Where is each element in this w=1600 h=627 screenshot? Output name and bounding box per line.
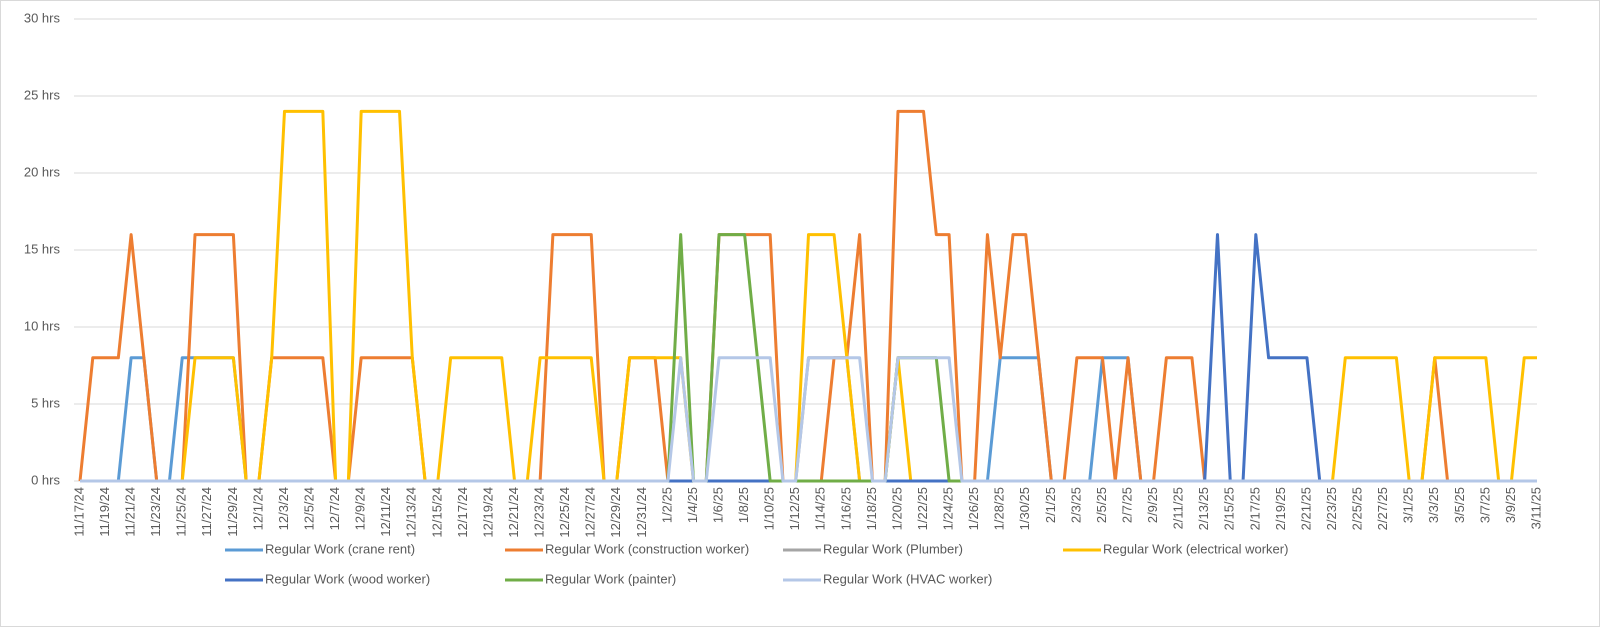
legend-label: Regular Work (wood worker) xyxy=(265,571,430,586)
x-tick-label: 2/3/25 xyxy=(1068,487,1083,523)
x-tick-label: 1/22/25 xyxy=(915,487,930,530)
x-tick-label: 2/27/25 xyxy=(1375,487,1390,530)
x-tick-label: 1/6/25 xyxy=(710,487,725,523)
y-tick-label: 30 hrs xyxy=(24,10,61,25)
x-tick-label: 2/9/25 xyxy=(1145,487,1160,523)
y-tick-label: 5 hrs xyxy=(31,395,60,410)
y-tick-label: 0 hrs xyxy=(31,472,60,487)
x-tick-label: 11/23/24 xyxy=(148,487,163,537)
x-tick-label: 1/10/25 xyxy=(762,487,777,530)
x-tick-label: 1/18/25 xyxy=(864,487,879,530)
legend-label: Regular Work (construction worker) xyxy=(545,541,749,556)
x-tick-label: 2/19/25 xyxy=(1273,487,1288,530)
x-tick-label: 2/13/25 xyxy=(1196,487,1211,530)
x-tick-label: 12/1/24 xyxy=(250,487,265,530)
x-tick-label: 12/29/24 xyxy=(608,487,623,538)
x-tick-label: 12/21/24 xyxy=(506,487,521,538)
x-tick-label: 1/24/25 xyxy=(941,487,956,530)
x-tick-label: 1/4/25 xyxy=(685,487,700,523)
x-tick-label: 12/7/24 xyxy=(327,487,342,530)
x-tick-label: 11/21/24 xyxy=(123,487,138,537)
x-tick-label: 12/9/24 xyxy=(353,487,368,530)
series-line xyxy=(80,356,1537,483)
x-tick-label: 11/29/24 xyxy=(225,487,240,537)
legend-label: Regular Work (Plumber) xyxy=(823,541,963,556)
x-tick-label: 11/27/24 xyxy=(199,487,214,537)
x-tick-label: 12/11/24 xyxy=(378,487,393,537)
x-tick-label: 12/13/24 xyxy=(404,487,419,538)
y-tick-label: 20 hrs xyxy=(24,164,61,179)
x-tick-label: 2/11/25 xyxy=(1171,487,1186,529)
x-tick-label: 1/16/25 xyxy=(838,487,853,530)
y-tick-label: 15 hrs xyxy=(24,241,61,256)
legend-label: Regular Work (painter) xyxy=(545,571,676,586)
legend-label: Regular Work (electrical worker) xyxy=(1103,541,1288,556)
x-tick-label: 11/17/24 xyxy=(71,487,86,537)
x-tick-label: 12/25/24 xyxy=(557,487,572,538)
x-tick-label: 2/21/25 xyxy=(1298,487,1313,530)
x-tick-label: 2/25/25 xyxy=(1350,487,1365,530)
x-tick-label: 1/8/25 xyxy=(736,487,751,523)
x-tick-label: 1/28/25 xyxy=(992,487,1007,530)
x-tick-label: 12/31/24 xyxy=(634,487,649,538)
x-tick-label: 12/3/24 xyxy=(276,487,291,530)
x-tick-label: 2/1/25 xyxy=(1043,487,1058,523)
x-tick-label: 11/19/24 xyxy=(97,487,112,537)
y-tick-label: 25 hrs xyxy=(24,87,61,102)
legend-label: Regular Work (crane rent) xyxy=(265,541,415,556)
x-tick-label: 3/1/25 xyxy=(1401,487,1416,523)
legend-label: Regular Work (HVAC worker) xyxy=(823,571,992,586)
x-tick-label: 3/9/25 xyxy=(1503,487,1518,523)
y-tick-label: 10 hrs xyxy=(24,318,61,333)
x-tick-label: 2/23/25 xyxy=(1324,487,1339,530)
x-tick-label: 2/15/25 xyxy=(1222,487,1237,530)
x-tick-label: 12/19/24 xyxy=(480,487,495,538)
x-tick-label: 2/7/25 xyxy=(1119,487,1134,523)
x-tick-label: 1/14/25 xyxy=(813,487,828,530)
x-tick-label: 3/3/25 xyxy=(1426,487,1441,523)
x-tick-label: 12/15/24 xyxy=(429,487,444,538)
x-tick-label: 12/23/24 xyxy=(532,487,547,538)
x-tick-label: 11/25/24 xyxy=(174,487,189,537)
x-tick-label: 3/5/25 xyxy=(1452,487,1467,523)
x-tick-label: 12/27/24 xyxy=(583,487,598,538)
x-tick-label: 12/17/24 xyxy=(455,487,470,538)
x-tick-label: 3/7/25 xyxy=(1477,487,1492,523)
x-tick-label: 1/12/25 xyxy=(787,487,802,530)
x-tick-label: 2/5/25 xyxy=(1094,487,1109,523)
x-tick-label: 1/26/25 xyxy=(966,487,981,530)
x-tick-label: 1/20/25 xyxy=(889,487,904,530)
x-tick-label: 12/5/24 xyxy=(301,487,316,530)
x-tick-label: 1/2/25 xyxy=(659,487,674,523)
x-tick-label: 1/30/25 xyxy=(1017,487,1032,530)
x-tick-label: 2/17/25 xyxy=(1247,487,1262,530)
x-tick-label: 3/11/25 xyxy=(1528,487,1543,529)
